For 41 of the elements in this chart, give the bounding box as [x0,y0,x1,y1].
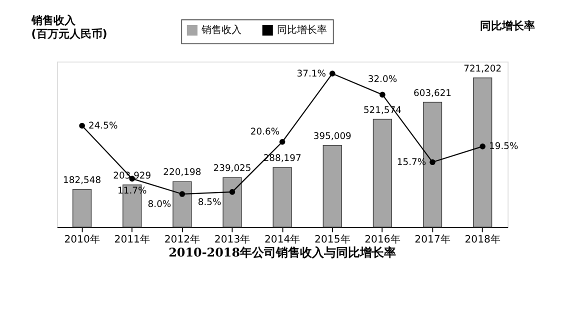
x-tick-label: 2012年 [164,233,200,246]
bar [272,167,292,228]
x-tick-label: 2017年 [414,233,450,246]
bar [222,177,242,228]
x-tick-label: 2014年 [264,233,300,246]
x-tick-label: 2015年 [314,233,350,246]
point [430,159,436,166]
point [79,122,85,129]
legend-label: 同比增长率 [276,24,327,36]
bar [372,118,392,228]
x-tick-label: 2010年 [64,233,100,246]
data-label: 32.0% [368,74,398,85]
data-label: 37.1% [296,68,326,80]
point [179,191,186,197]
data-label: 24.5% [88,120,118,132]
data-label: 239,025 [213,163,252,174]
data-label: 603,621 [414,88,452,99]
legend-label: 销售收入 [200,24,242,36]
bar [172,181,192,228]
x-tick-label: 2013年 [214,233,250,246]
bar [322,145,342,228]
y2-axis-title: 同比增长率 [480,19,536,32]
point [229,189,236,195]
bar [72,188,92,228]
data-label: 288,197 [263,153,302,164]
data-label: 8.0% [148,198,172,210]
point [279,138,286,145]
data-label: 8.5% [198,196,222,208]
data-label: 220,198 [163,167,202,178]
point [329,70,336,76]
x-tick-label: 2016年 [364,233,400,246]
data-label: 182,548 [63,174,102,186]
text: 2010-2018年公司销售收入与同比增长率 [168,246,396,260]
point [480,144,486,150]
data-label: 721,202 [464,63,502,74]
x-tick-label: 2011年 [114,233,150,246]
y-axis-title: 销售收入 (百万元人民币) [30,14,108,41]
data-label: 395,009 [313,130,352,142]
x-tick-label: 2018年 [464,233,500,246]
data-label: 20.6% [250,126,280,138]
point [380,92,386,98]
